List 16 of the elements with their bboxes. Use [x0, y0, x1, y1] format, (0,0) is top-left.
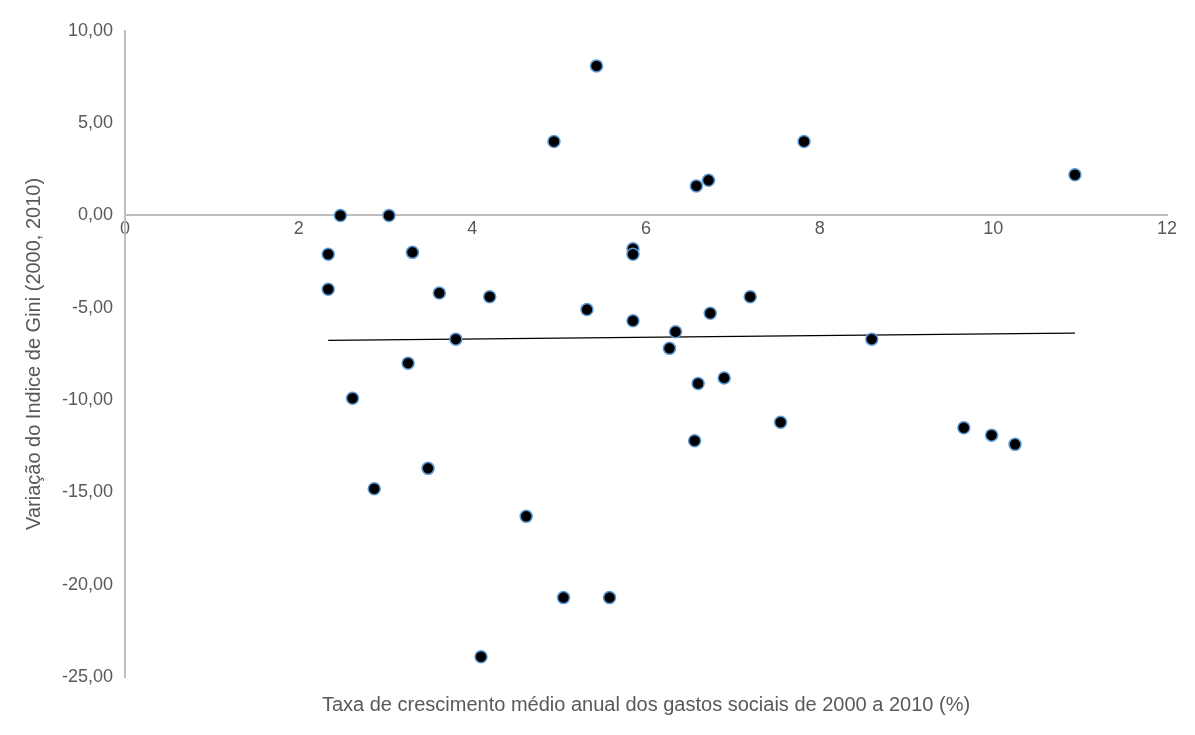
y-tick-label: 5,00: [77, 112, 114, 133]
x-tick-label: 6: [641, 218, 652, 239]
y-axis-title: Variação do Indice de Gini (2000, 2010): [21, 177, 44, 530]
x-tick-label: 2: [293, 218, 304, 239]
x-tick-label: 10: [983, 218, 1004, 239]
y-tick-label: 0,00: [77, 204, 114, 225]
y-tick-label: -5,00: [72, 296, 114, 317]
x-tick-label: 4: [467, 218, 478, 239]
y-tick-label: -25,00: [61, 665, 114, 686]
y-tick-label: -15,00: [61, 481, 114, 502]
y-tick-label: 10,00: [67, 19, 114, 40]
y-tick-label: -10,00: [61, 389, 114, 410]
x-tick-label: 8: [814, 218, 825, 239]
x-tick-label: 12: [1156, 218, 1178, 239]
y-tick-label: -20,00: [61, 573, 114, 594]
x-axis-title: Taxa de crescimento médio anual dos gastos sociais de 2000 a 2010 (%): [321, 692, 971, 715]
